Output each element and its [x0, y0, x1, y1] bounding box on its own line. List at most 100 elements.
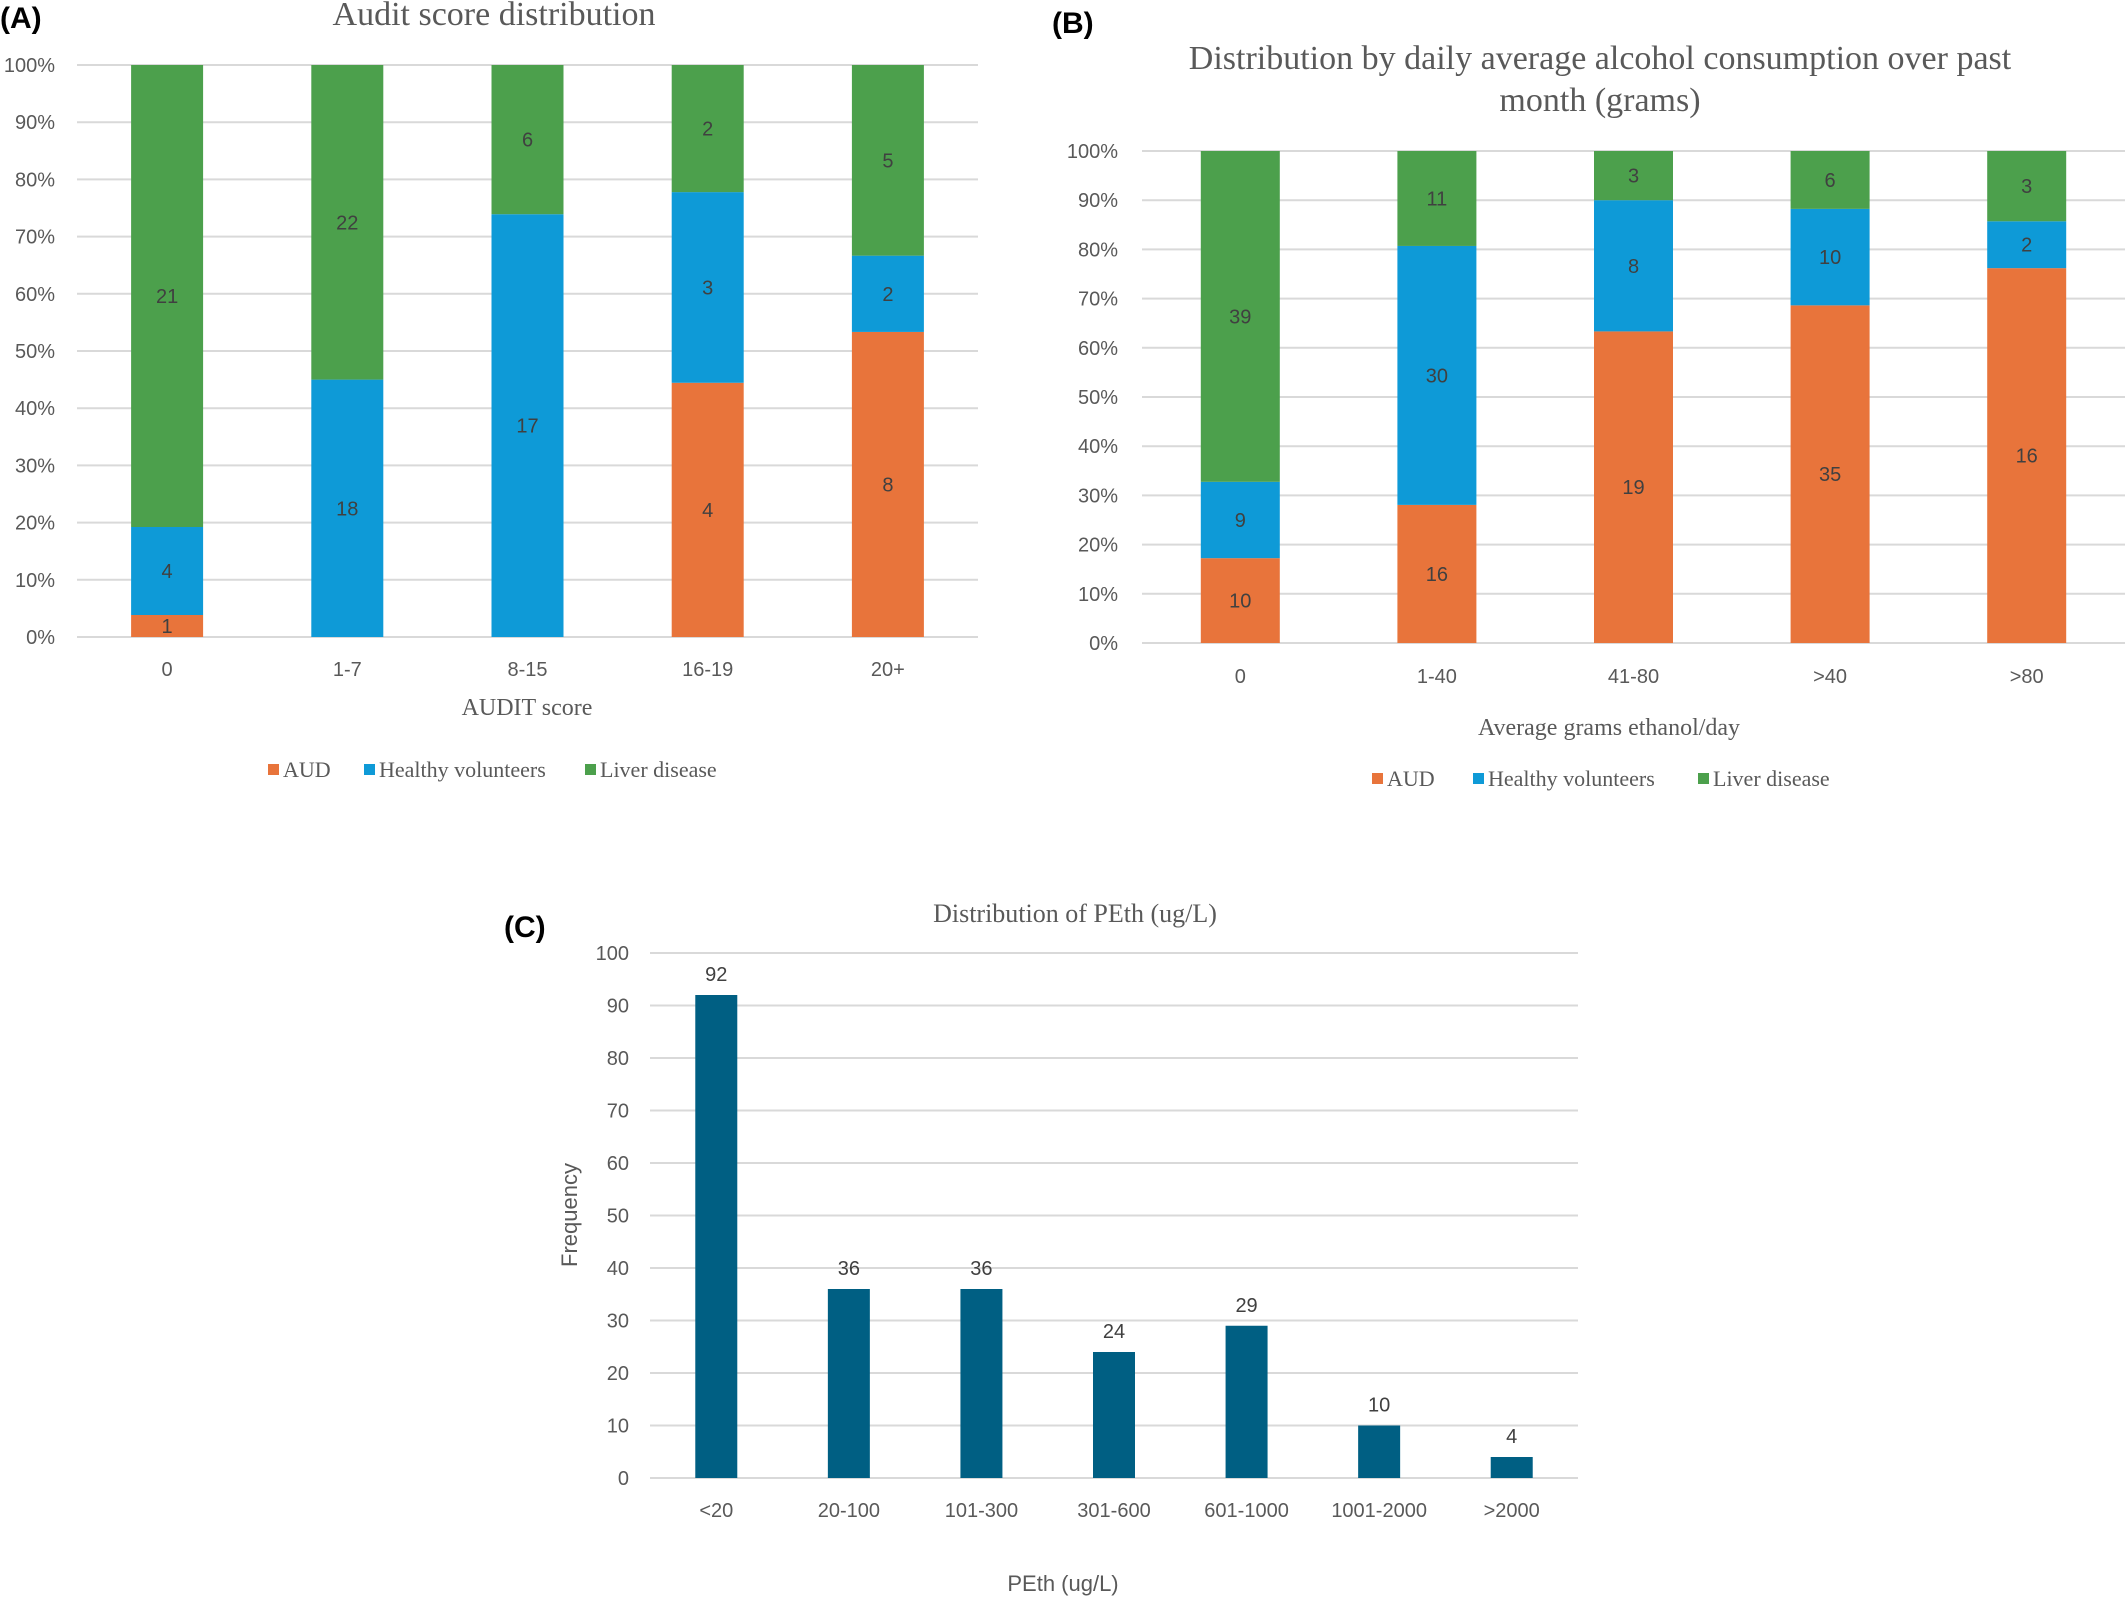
x-tick-label: <20	[699, 1500, 733, 1522]
x-tick-label: >80	[2010, 666, 2044, 688]
data-label-liver-disease-40: 6	[1825, 170, 1836, 192]
y-tick-label: 90	[607, 996, 629, 1018]
data-label-healthy-volunteers-16-19: 3	[702, 277, 713, 299]
bar-segment-aud-1-40	[1397, 504, 1477, 643]
bar-segment-liver-disease-1-7	[311, 65, 384, 380]
y-tick-label: 10	[607, 1416, 629, 1438]
x-tick-label: 301-600	[1077, 1500, 1150, 1522]
y-tick-label: 10%	[1078, 584, 1118, 606]
data-label-aud-0: 1	[162, 616, 173, 638]
data-label-liver-disease-80: 3	[2021, 176, 2032, 198]
bar-segment-healthy-volunteers-40	[1790, 208, 1870, 306]
data-label-2000: 4	[1506, 1426, 1517, 1448]
y-tick-label: 50	[607, 1206, 629, 1228]
panel-b-chart: (B) Distribution by daily average alcohol…	[1052, 7, 2125, 791]
y-tick-label: 20%	[1078, 535, 1118, 557]
x-axis-label: Average grams ethanol/day	[1478, 715, 1740, 741]
x-axis-label: PEth (ug/L)	[1007, 1571, 1118, 1596]
bar-20-100	[827, 1289, 870, 1478]
bar-2000	[1490, 1457, 1533, 1478]
chart-title-line-2: month (grams)	[1499, 82, 1700, 119]
bar-segment-aud-0	[1200, 558, 1280, 643]
x-axis-label: AUDIT score	[462, 695, 593, 721]
data-label-liver-disease-1-40: 11	[1427, 188, 1448, 210]
data-label-301-600: 24	[1103, 1321, 1125, 1343]
x-tick-label: 0	[162, 659, 173, 681]
legend-swatch-aud	[268, 764, 279, 775]
y-tick-label: 80%	[15, 169, 55, 191]
bar-segment-aud-41-80	[1594, 331, 1673, 643]
y-tick-label: 20%	[15, 513, 55, 535]
y-tick-label: 30	[607, 1311, 629, 1333]
data-label-20: 92	[705, 964, 727, 986]
legend-label-liver-disease: Liver disease	[1713, 766, 1830, 791]
legend-label-aud: AUD	[283, 757, 331, 782]
y-tick-label: 0%	[1089, 633, 1118, 655]
data-label-liver-disease-0: 39	[1229, 306, 1251, 328]
legend-swatch-healthy-volunteers	[1473, 773, 1484, 784]
data-label-aud-41-80: 19	[1622, 477, 1644, 499]
y-tick-label: 80%	[1078, 239, 1118, 261]
y-tick-label: 50%	[1078, 387, 1118, 409]
y-tick-label: 100%	[1067, 141, 1118, 163]
bar-20	[695, 995, 738, 1478]
bar-segment-healthy-volunteers-0	[131, 527, 204, 615]
chart-title: Audit score distribution	[333, 0, 656, 33]
chart-title: Distribution of PEth (ug/L)	[933, 899, 1217, 928]
x-tick-label: 101-300	[945, 1500, 1018, 1522]
bar-segment-healthy-volunteers-20	[851, 255, 924, 332]
bar-segment-liver-disease-41-80	[1594, 151, 1673, 201]
bar-segment-liver-disease-8-15	[491, 65, 564, 215]
y-tick-label: 70	[607, 1101, 629, 1123]
bar-segment-liver-disease-0	[131, 65, 204, 527]
panel-c-chart: (C) Distribution of PEth (ug/L) 0 10 20 30 40 5…	[504, 899, 1578, 1596]
chart-title-line-1: Distribution by daily average alcohol co…	[1189, 40, 2012, 77]
bar-segment-aud-80	[1987, 268, 2067, 643]
bar-segment-healthy-volunteers-80	[1987, 221, 2067, 269]
data-label-healthy-volunteers-0: 9	[1235, 510, 1246, 532]
y-axis-label: Frequency	[557, 1163, 582, 1267]
panel-letter-b: (B)	[1052, 7, 1094, 40]
bar-segment-aud-40	[1790, 305, 1870, 643]
x-tick-label: 20+	[871, 659, 905, 681]
bar-segment-healthy-volunteers-1-40	[1397, 245, 1477, 505]
y-tick-label: 60%	[15, 284, 55, 306]
data-label-601-1000: 29	[1235, 1295, 1257, 1317]
y-tick-label: 40	[607, 1258, 629, 1280]
bar-segment-liver-disease-0	[1200, 151, 1280, 482]
bar-segment-aud-0	[131, 615, 204, 637]
x-tick-label: >40	[1813, 666, 1847, 688]
panel-letter-c: (C)	[504, 911, 546, 944]
bar-segment-liver-disease-20	[851, 65, 924, 256]
bar-segment-healthy-volunteers-0	[1200, 481, 1280, 559]
y-tick-label: 60%	[1078, 338, 1118, 360]
y-tick-label: 50%	[15, 341, 55, 363]
bar-segment-aud-16-19	[671, 382, 744, 637]
data-label-aud-1-40: 16	[1426, 564, 1448, 586]
bar-segment-healthy-volunteers-8-15	[491, 214, 564, 637]
legend-swatch-liver-disease	[585, 764, 596, 775]
data-label-healthy-volunteers-20: 2	[882, 284, 893, 306]
data-label-liver-disease-8-15: 6	[522, 130, 533, 152]
data-label-liver-disease-20: 5	[882, 150, 893, 172]
y-tick-label: 100	[596, 943, 629, 965]
y-tick-label: 40%	[1078, 436, 1118, 458]
data-label-healthy-volunteers-40: 10	[1819, 247, 1841, 269]
data-label-healthy-volunteers-41-80: 8	[1628, 256, 1639, 278]
y-tick-label: 90%	[15, 112, 55, 134]
data-label-liver-disease-1-7: 22	[336, 212, 358, 234]
data-label-healthy-volunteers-8-15: 17	[516, 416, 538, 438]
x-tick-label: 41-80	[1608, 666, 1659, 688]
data-label-aud-16-19: 4	[702, 500, 713, 522]
x-tick-label: 16-19	[682, 659, 733, 681]
legend-label-healthy-volunteers: Healthy volunteers	[379, 757, 546, 782]
data-label-healthy-volunteers-80: 2	[2021, 235, 2032, 257]
bar-segment-aud-20	[851, 331, 924, 637]
data-label-liver-disease-41-80: 3	[1628, 166, 1639, 188]
y-tick-label: 70%	[1078, 289, 1118, 311]
y-tick-label: 30%	[1078, 485, 1118, 507]
y-tick-label: 0%	[26, 627, 55, 649]
x-tick-label: 0	[1235, 666, 1246, 688]
x-tick-label: 601-1000	[1204, 1500, 1289, 1522]
